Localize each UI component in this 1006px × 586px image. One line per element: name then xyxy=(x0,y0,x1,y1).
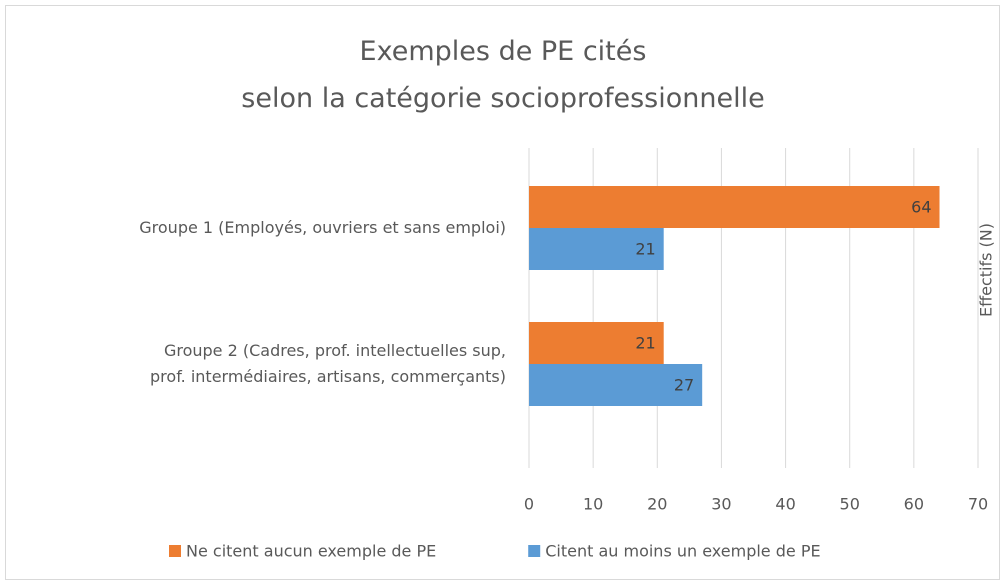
data-label: 21 xyxy=(635,334,655,353)
chart-border xyxy=(5,5,1000,580)
y-tick-label: Groupe 1 (Employés, ouvriers et sans emp… xyxy=(139,218,506,237)
x-tick-label: 20 xyxy=(647,495,667,514)
bar xyxy=(529,364,703,406)
legend-swatch xyxy=(528,545,541,557)
legend-label: Ne citent aucun exemple de PE xyxy=(186,542,436,561)
bar xyxy=(529,322,664,364)
y-tick-label: Groupe 2 (Cadres, prof. intellectuelles … xyxy=(150,341,506,386)
x-tick-label: 60 xyxy=(904,495,924,514)
data-label: 21 xyxy=(635,240,655,259)
x-tick-label: 50 xyxy=(840,495,860,514)
bar xyxy=(529,228,664,270)
x-axis-label: Effectifs (N) xyxy=(977,223,996,317)
x-tick-label: 40 xyxy=(775,495,795,514)
x-tick-label: 30 xyxy=(711,495,731,514)
legend-label: Citent au moins un exemple de PE xyxy=(545,542,820,561)
data-label: 64 xyxy=(911,198,931,217)
x-tick-label: 70 xyxy=(968,495,988,514)
x-tick-label: 10 xyxy=(583,495,603,514)
x-tick-label: 0 xyxy=(524,495,534,514)
chart-title: Exemples de PE cités selon la catégorie … xyxy=(241,36,765,114)
legend-swatch xyxy=(169,545,181,557)
data-label: 27 xyxy=(674,376,694,395)
bar xyxy=(529,186,940,228)
